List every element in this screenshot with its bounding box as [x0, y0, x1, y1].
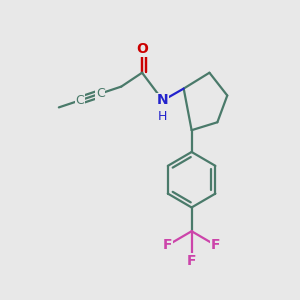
Text: H: H [158, 110, 168, 123]
Text: C: C [75, 94, 84, 107]
Text: F: F [163, 238, 172, 252]
Text: O: O [136, 42, 148, 56]
Text: F: F [187, 254, 196, 268]
Text: N: N [157, 94, 169, 107]
Text: C: C [96, 87, 105, 100]
Text: F: F [211, 238, 220, 252]
